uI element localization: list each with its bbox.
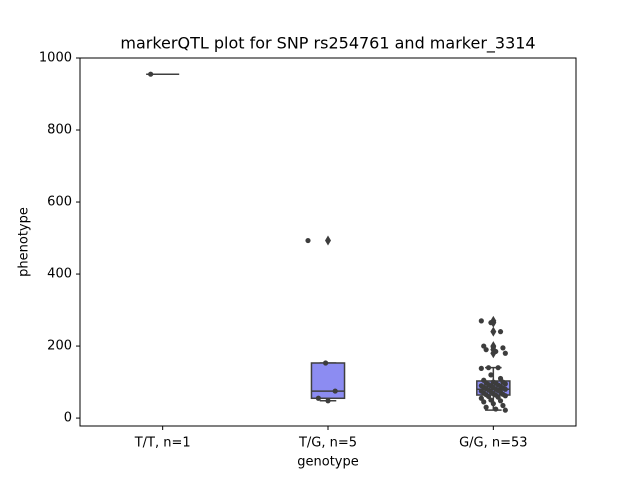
y-tick-label: 600 <box>47 195 72 210</box>
outlier <box>325 235 331 246</box>
y-axis-label: phenotype <box>17 207 32 277</box>
point <box>502 386 508 392</box>
point <box>497 398 504 404</box>
y-tick-label: 800 <box>47 123 72 138</box>
point <box>493 348 499 355</box>
point <box>332 388 338 394</box>
point <box>493 406 499 412</box>
y-tick-label: 400 <box>47 267 72 282</box>
x-tick-label: T/G, n=5 <box>298 436 357 451</box>
point <box>481 399 487 405</box>
point <box>323 360 329 366</box>
point <box>502 393 508 399</box>
point <box>315 395 321 401</box>
point <box>500 345 506 351</box>
point <box>495 365 501 371</box>
point <box>488 372 494 378</box>
y-tick-label: 200 <box>47 339 72 354</box>
point <box>502 407 508 413</box>
point <box>325 398 331 404</box>
point <box>485 365 492 371</box>
point <box>305 237 311 244</box>
outlier <box>490 326 497 337</box>
point <box>478 365 484 371</box>
point <box>478 318 484 324</box>
point <box>500 402 506 409</box>
y-tick-label: 0 <box>64 411 72 426</box>
point <box>483 347 489 353</box>
point <box>497 329 504 335</box>
point <box>502 381 508 387</box>
x-tick-label: G/G, n=53 <box>459 436 527 451</box>
point <box>490 344 496 350</box>
point <box>488 320 494 326</box>
point <box>148 71 154 77</box>
x-axis-label: genotype <box>297 455 358 470</box>
plot-frame <box>79 57 577 427</box>
x-tick-label: T/T, n=1 <box>134 436 191 451</box>
y-tick-label: 1000 <box>39 51 72 66</box>
point <box>502 350 508 356</box>
chart-title: markerQTL plot for SNP rs254761 and mark… <box>120 34 535 54</box>
box <box>310 362 346 400</box>
point <box>483 404 489 410</box>
point <box>490 401 496 407</box>
